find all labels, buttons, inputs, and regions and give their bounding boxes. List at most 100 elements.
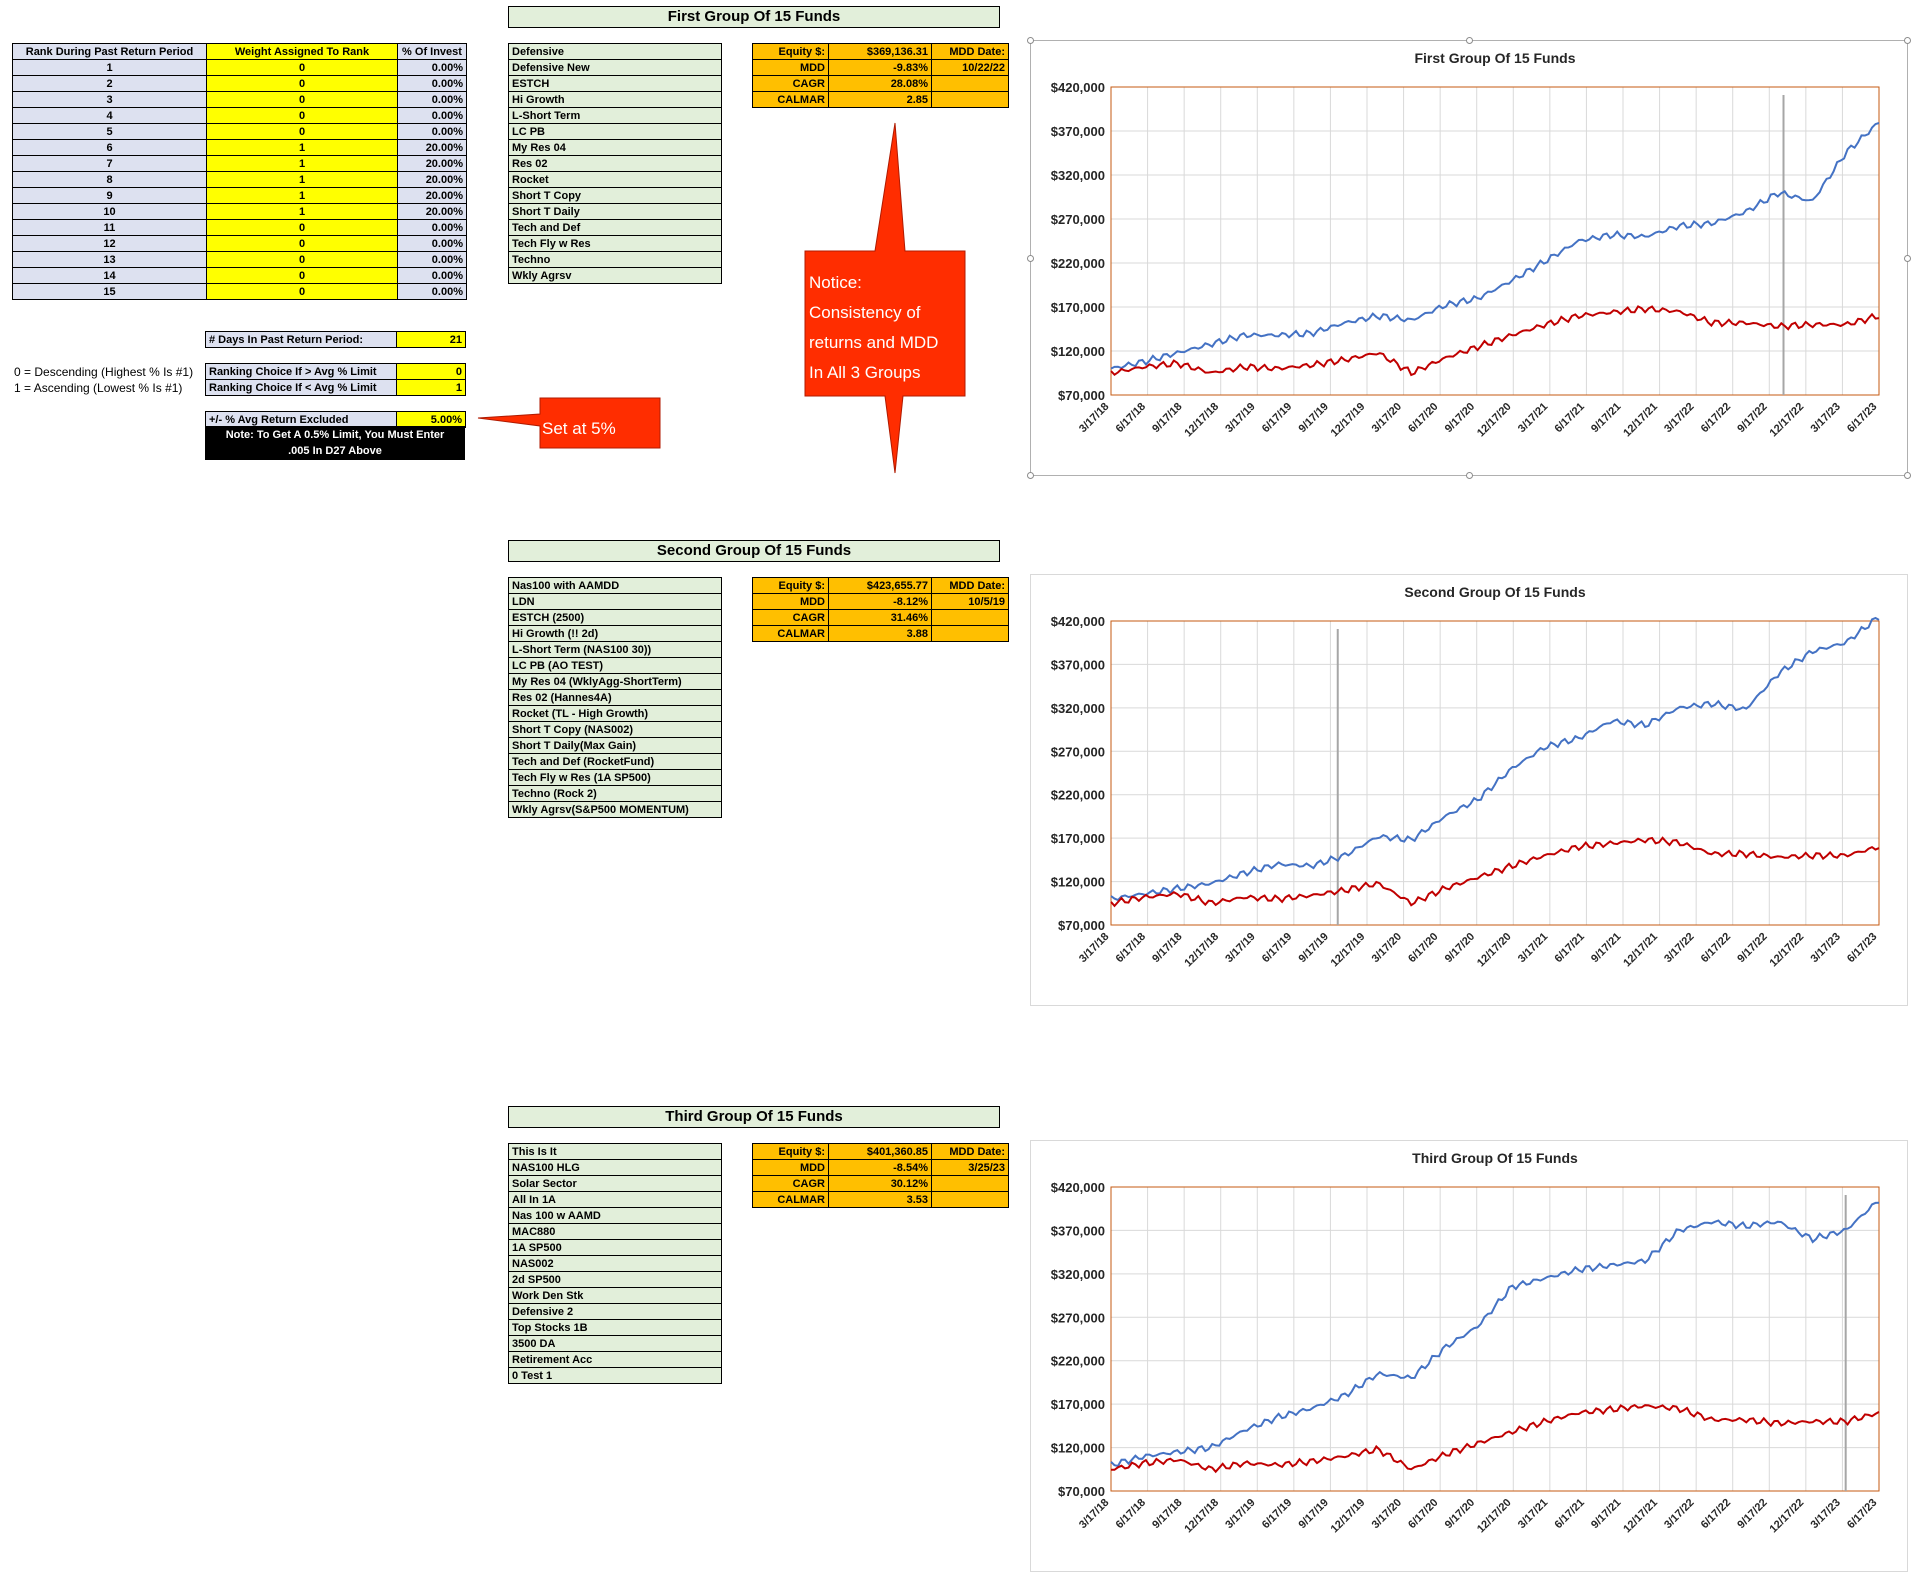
weight-cell[interactable]: 1 (206, 187, 398, 204)
fund-cell[interactable]: Techno (Rock 2) (508, 785, 722, 802)
fund-cell[interactable]: 0 Test 1 (508, 1367, 722, 1384)
pct-cell[interactable]: 20.00% (397, 139, 467, 156)
fund-cell[interactable]: Defensive 2 (508, 1303, 722, 1320)
pct-cell[interactable]: 0.00% (397, 283, 467, 300)
rank-cell[interactable]: 13 (12, 251, 207, 268)
fund-cell[interactable]: All In 1A (508, 1191, 722, 1208)
rank-cell[interactable]: 10 (12, 203, 207, 220)
calmar-label[interactable]: CALMAR (752, 1191, 829, 1208)
weight-cell[interactable]: 0 (206, 251, 398, 268)
equity-label[interactable]: Equity $: (752, 577, 829, 594)
equity-value[interactable]: $369,136.31 (828, 43, 932, 60)
fund-cell[interactable]: Retirement Acc (508, 1351, 722, 1368)
fund-cell[interactable]: NAS002 (508, 1255, 722, 1272)
resize-handle[interactable] (1904, 472, 1911, 479)
rank-cell[interactable]: 3 (12, 91, 207, 108)
fund-cell[interactable]: Res 02 (508, 155, 722, 172)
fund-cell[interactable]: Defensive (508, 43, 722, 60)
mdd-date-value[interactable]: 3/25/23 (931, 1159, 1009, 1176)
fund-cell[interactable]: Work Den Stk (508, 1287, 722, 1304)
mdd-label[interactable]: MDD (752, 1159, 829, 1176)
pct-cell[interactable]: 0.00% (397, 107, 467, 124)
equity-label[interactable]: Equity $: (752, 43, 829, 60)
weight-cell[interactable]: 0 (206, 283, 398, 300)
days-value[interactable]: 21 (396, 331, 466, 348)
rank-cell[interactable]: 2 (12, 75, 207, 92)
pct-cell[interactable]: 0.00% (397, 251, 467, 268)
fund-cell[interactable]: 3500 DA (508, 1335, 722, 1352)
fund-cell[interactable]: Short T Daily (508, 203, 722, 220)
chart-1[interactable]: First Group Of 15 Funds $70,000 $120,000 $1… (1027, 37, 1911, 479)
fund-cell[interactable]: Hi Growth (!! 2d) (508, 625, 722, 642)
fund-cell[interactable]: Techno (508, 251, 722, 268)
resize-handle[interactable] (1466, 472, 1473, 479)
weight-cell[interactable]: 0 (206, 235, 398, 252)
fund-cell[interactable]: NAS100 HLG (508, 1159, 722, 1176)
empty-cell[interactable] (931, 625, 1009, 642)
chart-2[interactable]: Second Group Of 15 Funds $70,000 $120,000 $… (1030, 574, 1908, 1006)
equity-value[interactable]: $423,655.77 (828, 577, 932, 594)
fund-cell[interactable]: My Res 04 (WklyAgg-ShortTerm) (508, 673, 722, 690)
mdd-date-label[interactable]: MDD Date: (931, 1143, 1009, 1160)
rank-cell[interactable]: 14 (12, 267, 207, 284)
rank-cell[interactable]: 8 (12, 171, 207, 188)
pct-cell[interactable]: 0.00% (397, 219, 467, 236)
weight-cell[interactable]: 1 (206, 171, 398, 188)
fund-cell[interactable]: Rocket (TL - High Growth) (508, 705, 722, 722)
pct-cell[interactable]: 0.00% (397, 75, 467, 92)
weight-cell[interactable]: 0 (206, 219, 398, 236)
header-pct[interactable]: % Of Invest (397, 43, 467, 60)
rank-cell[interactable]: 1 (12, 59, 207, 76)
mdd-date-value[interactable]: 10/22/22 (931, 59, 1009, 76)
rank-cell[interactable]: 12 (12, 235, 207, 252)
resize-handle[interactable] (1466, 37, 1473, 44)
mdd-value[interactable]: -9.83% (828, 59, 932, 76)
weight-cell[interactable]: 1 (206, 155, 398, 172)
pct-cell[interactable]: 20.00% (397, 171, 467, 188)
fund-cell[interactable]: Top Stocks 1B (508, 1319, 722, 1336)
weight-cell[interactable]: 1 (206, 139, 398, 156)
mdd-value[interactable]: -8.54% (828, 1159, 932, 1176)
weight-cell[interactable]: 1 (206, 203, 398, 220)
fund-cell[interactable]: Tech Fly w Res (508, 235, 722, 252)
cagr-label[interactable]: CAGR (752, 1175, 829, 1192)
mdd-value[interactable]: -8.12% (828, 593, 932, 610)
pct-cell[interactable]: 0.00% (397, 123, 467, 140)
fund-cell[interactable]: 1A SP500 (508, 1239, 722, 1256)
fund-cell[interactable]: Res 02 (Hannes4A) (508, 689, 722, 706)
rank-cell[interactable]: 6 (12, 139, 207, 156)
rank-cell[interactable]: 7 (12, 155, 207, 172)
weight-cell[interactable]: 0 (206, 75, 398, 92)
excluded-value[interactable]: 5.00% (396, 411, 466, 428)
calmar-label[interactable]: CALMAR (752, 91, 829, 108)
fund-cell[interactable]: ESTCH (2500) (508, 609, 722, 626)
weight-cell[interactable]: 0 (206, 107, 398, 124)
fund-cell[interactable]: Short T Copy (NAS002) (508, 721, 722, 738)
mdd-date-value[interactable]: 10/5/19 (931, 593, 1009, 610)
empty-cell[interactable] (931, 75, 1009, 92)
pct-cell[interactable]: 0.00% (397, 267, 467, 284)
fund-cell[interactable]: Nas 100 w AAMD (508, 1207, 722, 1224)
calmar-value[interactable]: 3.53 (828, 1191, 932, 1208)
rank-cell[interactable]: 11 (12, 219, 207, 236)
mdd-date-label[interactable]: MDD Date: (931, 577, 1009, 594)
weight-cell[interactable]: 0 (206, 59, 398, 76)
calmar-label[interactable]: CALMAR (752, 625, 829, 642)
mdd-label[interactable]: MDD (752, 59, 829, 76)
fund-cell[interactable]: MAC880 (508, 1223, 722, 1240)
equity-label[interactable]: Equity $: (752, 1143, 829, 1160)
pct-cell[interactable]: 0.00% (397, 235, 467, 252)
pct-cell[interactable]: 0.00% (397, 59, 467, 76)
resize-handle[interactable] (1027, 37, 1034, 44)
fund-cell[interactable]: LDN (508, 593, 722, 610)
cagr-label[interactable]: CAGR (752, 609, 829, 626)
resize-handle[interactable] (1027, 472, 1034, 479)
fund-cell[interactable]: Tech Fly w Res (1A SP500) (508, 769, 722, 786)
weight-cell[interactable]: 0 (206, 123, 398, 140)
fund-cell[interactable]: L-Short Term (508, 107, 722, 124)
rank-above-value[interactable]: 0 (396, 363, 466, 380)
calmar-value[interactable]: 2.85 (828, 91, 932, 108)
fund-cell[interactable]: This Is It (508, 1143, 722, 1160)
fund-cell[interactable]: Defensive New (508, 59, 722, 76)
empty-cell[interactable] (931, 91, 1009, 108)
